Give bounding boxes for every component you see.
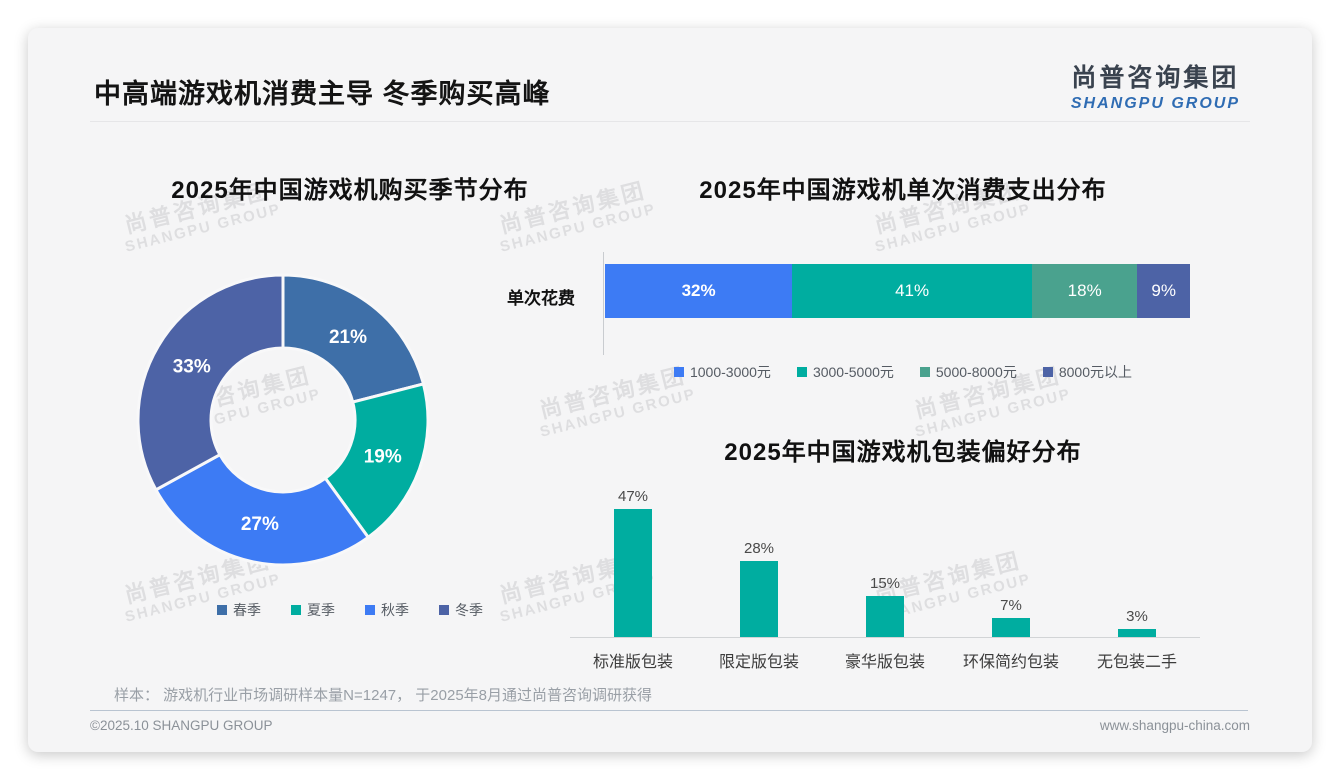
legend-label: 春季 [233, 602, 261, 618]
company-logo: 尚普咨询集团 SHANGPU GROUP [1071, 58, 1240, 113]
spend-stacked-bar: 32% 41% 18% 9% [605, 264, 1190, 318]
bar-value-label: 7% [1000, 597, 1022, 614]
legend-swatch-icon [1042, 367, 1053, 377]
donut-segment-秋季 [153, 452, 371, 567]
spend-axis-line [603, 252, 604, 355]
bar-column: 47% [570, 488, 696, 637]
footer-divider [90, 710, 1248, 711]
bar-column: 15% [822, 575, 948, 637]
bar-限定版包装 [740, 561, 778, 637]
bar-column: 3% [1074, 608, 1200, 637]
donut-value-label: 27% [241, 514, 279, 535]
footer-website: www.shangpu-china.com [1099, 718, 1250, 733]
legend-swatch-icon [439, 605, 449, 615]
donut-segment-夏季 [323, 382, 430, 540]
donut-value-label: 33% [173, 357, 211, 378]
spend-chart-title: 2025年中国游戏机单次消费支出分布 [699, 177, 1107, 204]
season-legend: 春季 夏季 秋季 冬季 [100, 600, 600, 620]
legend-label: 夏季 [307, 602, 335, 618]
packaging-bar-chart: 47% 28% 15% 7% 3% [570, 483, 1200, 638]
legend-swatch-icon [291, 605, 301, 615]
stacked-segment-5000-8000元: 18% [1032, 264, 1138, 318]
legend-label: 冬季 [455, 602, 483, 618]
page-title: 中高端游戏机消费主导 冬季购买高峰 [94, 79, 551, 109]
legend-label: 3000-5000元 [812, 364, 894, 380]
donut-value-label: 19% [364, 447, 402, 468]
legend-item: 8000元以上 [1042, 362, 1132, 382]
legend-item: 秋季 [365, 600, 409, 620]
packaging-chart-title: 2025年中国游戏机包装偏好分布 [724, 439, 1082, 466]
season-donut-chart: 21% 19% 27% 33% [136, 273, 430, 567]
legend-label: 秋季 [381, 602, 409, 618]
legend-item: 春季 [217, 600, 261, 620]
bar-豪华版包装 [866, 596, 904, 637]
legend-label: 8000元以上 [1058, 364, 1132, 380]
bar-无包装二手 [1118, 629, 1156, 637]
bar-category-label: 标准版包装 [592, 654, 673, 671]
logo-english-name: SHANGPU GROUP [1070, 95, 1240, 112]
donut-segment-春季 [281, 273, 426, 404]
donut-chart-title: 2025年中国游戏机购买季节分布 [171, 177, 529, 204]
legend-swatch-icon [365, 605, 375, 615]
legend-item: 3000-5000元 [796, 362, 894, 382]
stacked-segment-1000-3000元: 32% [605, 264, 793, 318]
bar-column: 28% [696, 540, 822, 637]
sample-footnote: 样本： 游戏机行业市场调研样本量N=1247， 于2025年8月通过尚普咨询调研… [114, 687, 653, 704]
footer: ©2025.10 SHANGPU GROUP www.shangpu-china… [90, 718, 1250, 733]
bar-category-label: 无包装二手 [1096, 654, 1177, 671]
legend-label: 1000-3000元 [689, 364, 771, 380]
bar-column: 7% [948, 597, 1074, 637]
bar-value-label: 47% [617, 488, 649, 505]
legend-item: 5000-8000元 [919, 362, 1017, 382]
bar-value-label: 3% [1126, 608, 1148, 625]
stacked-segment-3000-5000元: 41% [792, 264, 1033, 318]
legend-item: 1000-3000元 [673, 362, 771, 382]
bar-value-label: 28% [743, 540, 775, 557]
footer-copyright: ©2025.10 SHANGPU GROUP [90, 718, 273, 733]
legend-swatch-icon [919, 367, 930, 377]
spend-row-label: 单次花费 [507, 289, 575, 308]
donut-segment-冬季 [136, 273, 285, 492]
slide-card: 尚普咨询集团 SHANGPU GROUP 尚普咨询集团 SHANGPU GROUP 尚普… [28, 28, 1312, 752]
packaging-category-labels: 标准版包装 限定版包装 豪华版包装 环保简约包装 无包装二手 [570, 648, 1200, 672]
bar-环保简约包装 [992, 618, 1030, 637]
stacked-segment-8000元以上: 9% [1137, 264, 1190, 318]
legend-swatch-icon [673, 367, 684, 377]
bar-标准版包装 [614, 509, 652, 637]
donut-value-label: 21% [329, 327, 367, 348]
bar-category-label: 限定版包装 [718, 654, 799, 671]
bar-category-label: 豪华版包装 [844, 654, 925, 671]
bar-value-label: 15% [869, 575, 901, 592]
legend-swatch-icon [796, 367, 807, 377]
title-divider [90, 121, 1250, 122]
legend-swatch-icon [217, 605, 227, 615]
legend-item: 夏季 [291, 600, 335, 620]
legend-item: 冬季 [439, 600, 483, 620]
logo-chinese-name: 尚普咨询集团 [1071, 64, 1240, 92]
bar-category-label: 环保简约包装 [962, 654, 1059, 671]
spend-legend: 1000-3000元 3000-5000元 5000-8000元 8000元以上 [618, 362, 1188, 382]
legend-label: 5000-8000元 [935, 364, 1017, 380]
